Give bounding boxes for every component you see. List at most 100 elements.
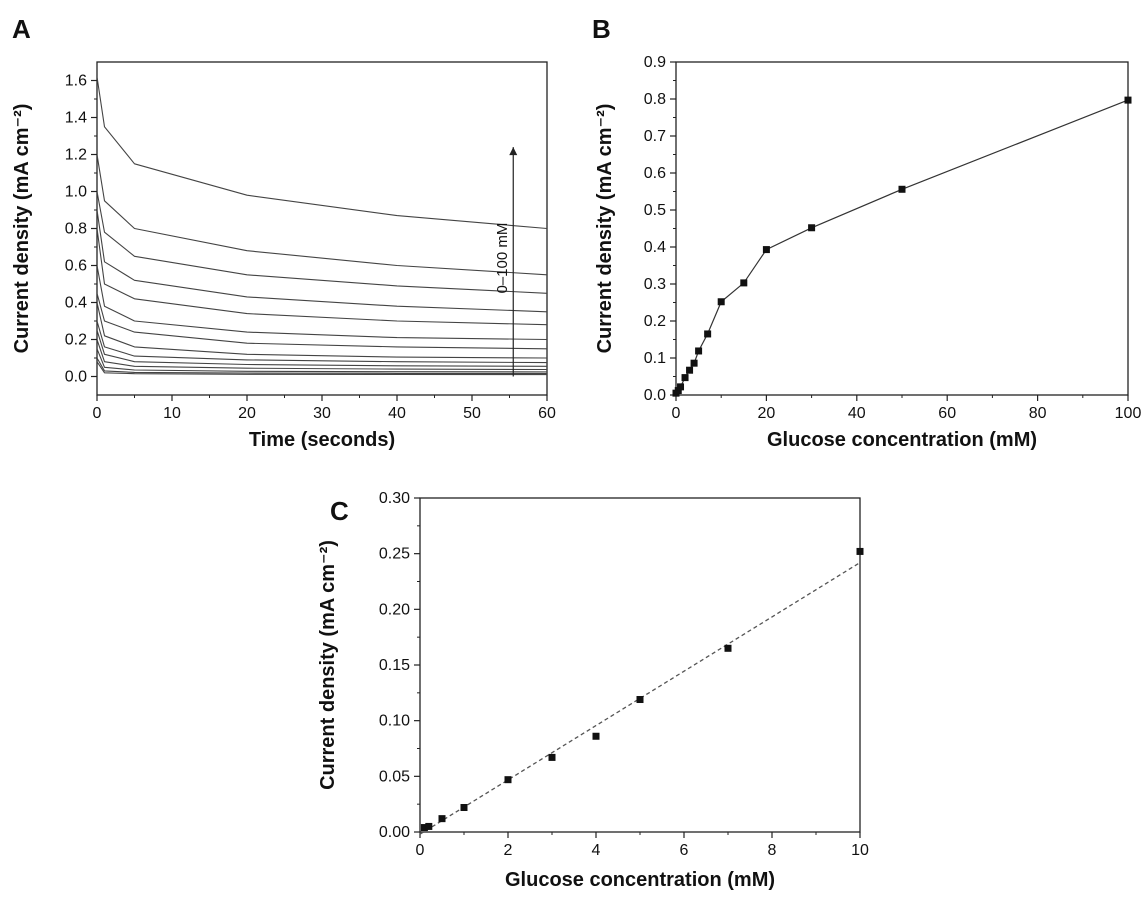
y-tick-label: 0.2 (65, 332, 87, 349)
y-tick-label: 0.7 (644, 128, 666, 145)
series-line (97, 228, 547, 326)
series-line (97, 293, 547, 350)
data-point (704, 330, 712, 338)
x-tick-label: 20 (758, 405, 776, 422)
x-axis-title: Glucose concentration (mM) (767, 429, 1037, 451)
y-tick-label: 0.15 (379, 657, 410, 674)
data-point (898, 185, 906, 193)
y-tick-label: 0.6 (644, 165, 666, 182)
x-tick-label: 20 (238, 405, 256, 422)
x-tick-label: 4 (592, 842, 601, 859)
x-tick-label: 100 (1115, 405, 1141, 422)
x-tick-label: 80 (1029, 405, 1047, 422)
y-tick-label: 0.1 (644, 350, 666, 367)
data-point (592, 732, 600, 740)
y-axis-title: Current density (mA cm⁻²) (594, 104, 616, 354)
data-point (695, 347, 703, 355)
x-tick-label: 0 (416, 842, 425, 859)
data-point (681, 374, 689, 382)
y-tick-label: 0.6 (65, 258, 87, 275)
y-tick-label: 1.2 (65, 147, 87, 164)
series-line (97, 154, 547, 276)
concentration-annotation: 0–100 mM (494, 223, 511, 294)
x-tick-label: 40 (848, 405, 866, 422)
fit-line (419, 562, 861, 835)
y-tick-label: 0.05 (379, 768, 410, 785)
x-tick-label: 40 (388, 405, 406, 422)
y-tick-label: 0.2 (644, 313, 666, 330)
x-tick-label: 50 (463, 405, 481, 422)
x-tick-label: 60 (538, 405, 556, 422)
y-tick-label: 1.0 (65, 184, 87, 201)
series-line (97, 209, 547, 313)
data-point (808, 224, 816, 232)
x-tick-label: 2 (504, 842, 513, 859)
x-tick-label: 8 (768, 842, 777, 859)
series-line (675, 99, 1129, 394)
x-tick-label: 30 (313, 405, 331, 422)
data-point (856, 547, 864, 555)
data-point (762, 246, 770, 254)
data-point (420, 824, 428, 832)
y-tick-label: 0.8 (644, 91, 666, 108)
data-point (686, 366, 694, 374)
x-axis-title: Glucose concentration (mM) (505, 869, 775, 891)
data-point (677, 383, 685, 391)
panel-c: C 0 2 4 6 8 10 0.00 0.05 0.10 0.15 0.20 0.25 0.30 Gluc… (317, 490, 869, 891)
y-tick-label: 0.4 (644, 239, 666, 256)
x-tick-label: 0 (672, 405, 681, 422)
x-tick-label: 10 (851, 842, 869, 859)
data-point (636, 696, 644, 704)
y-tick-label: 0.3 (644, 276, 666, 293)
y-tick-label: 0.25 (379, 546, 410, 563)
series-line (97, 361, 547, 376)
panel-b: B 0 20 40 60 80 100 0.0 0.1 0.2 0.3 0.4 0.5 0.6 0.7 0.8… (592, 14, 1141, 451)
data-point (548, 753, 556, 761)
series-line (97, 330, 547, 367)
y-tick-label: 0.10 (379, 713, 410, 730)
y-tick-label: 0.9 (644, 54, 666, 71)
panel-letter: A (12, 14, 31, 44)
y-tick-label: 0.0 (65, 369, 87, 386)
y-tick-label: 0.30 (379, 490, 410, 507)
plot-frame (675, 61, 1129, 396)
data-point (1124, 96, 1132, 104)
y-tick-label: 1.6 (65, 73, 87, 90)
x-tick-label: 6 (680, 842, 689, 859)
data-point (690, 359, 698, 367)
series-line (97, 302, 547, 359)
y-tick-label: 1.4 (65, 110, 87, 127)
y-axis-title: Current density (mA cm⁻²) (317, 540, 339, 790)
y-tick-label: 0.00 (379, 824, 410, 841)
arrow-head (509, 147, 518, 156)
y-tick-label: 0.5 (644, 202, 666, 219)
data-point (438, 815, 446, 823)
y-tick-label: 0.4 (65, 295, 87, 312)
y-tick-label: 0.8 (65, 221, 87, 238)
data-point (717, 298, 725, 306)
x-tick-label: 10 (163, 405, 181, 422)
series-line (97, 357, 547, 375)
series-line (97, 348, 547, 373)
plot-frame (419, 497, 861, 833)
data-point (674, 387, 682, 395)
series-line (97, 76, 547, 230)
panel-letter: C (330, 496, 349, 526)
panel-a: A 0 10 20 30 40 50 60 0.0 0.2 0.4 0.6 0.8 1.0 1.2 1.4 1.… (11, 14, 556, 451)
data-point (740, 279, 748, 287)
data-point (460, 804, 468, 812)
panel-letter: B (592, 14, 611, 44)
y-tick-label: 0.20 (379, 601, 410, 618)
series-line (97, 339, 547, 371)
x-axis-title: Time (seconds) (249, 429, 395, 451)
y-tick-label: 0.0 (644, 387, 666, 404)
x-tick-label: 60 (938, 405, 956, 422)
data-point (724, 644, 732, 652)
series-line (97, 320, 547, 364)
data-point (504, 776, 512, 784)
series-line (97, 191, 547, 294)
series-line (97, 265, 547, 341)
x-tick-label: 0 (93, 405, 102, 422)
data-point (425, 822, 433, 830)
